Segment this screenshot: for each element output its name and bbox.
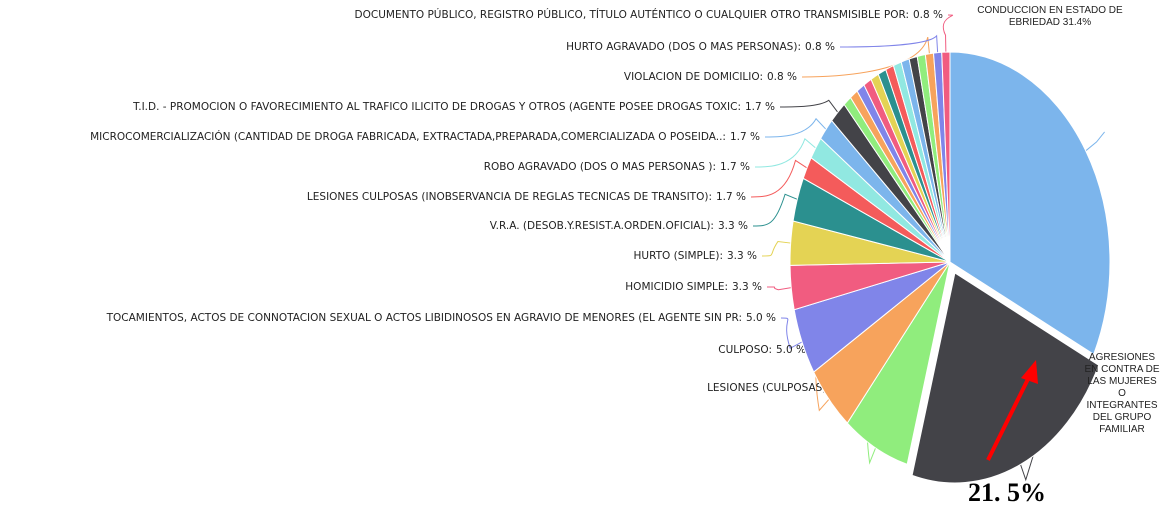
connectors xyxy=(750,14,1105,482)
category-label: LESIONES (CULPOSAS): xyxy=(707,382,830,394)
category-label: T.I.D. - PROMOCION O FAVORECIMIENTO AL T… xyxy=(132,101,741,113)
value-label: 5.0 % xyxy=(776,344,806,356)
slice-label: ROBO AGRAVADO (DOS O MAS PERSONAS ): 1.7 … xyxy=(484,161,750,173)
slice-label: HURTO AGRAVADO (DOS O MAS PERSONAS): 0.8 … xyxy=(566,41,835,53)
slice-label: V.R.A. (DESOB.Y.RESIST.A.ORDEN.OFICIAL):… xyxy=(490,220,748,232)
category-label: ROBO AGRAVADO (DOS O MAS PERSONAS ): xyxy=(484,161,716,173)
connector xyxy=(779,99,839,113)
slice-label: HOMICIDIO SIMPLE: 3.3 % xyxy=(625,281,762,293)
connector xyxy=(766,286,792,291)
value-label: 31.4% xyxy=(1062,17,1092,28)
slice xyxy=(949,51,1111,356)
value-label: 5.0 % xyxy=(746,312,776,324)
value-label: 1.7 % xyxy=(716,191,746,203)
connector xyxy=(752,193,798,227)
connector xyxy=(839,34,939,53)
slice-label: TOCAMIENTOS, ACTOS DE CONNOTACION SEXUAL… xyxy=(106,312,776,324)
arrow xyxy=(986,374,1032,461)
value-label: 3.3 % xyxy=(718,220,748,232)
connector xyxy=(942,14,954,53)
slice xyxy=(941,51,951,263)
value-label: 0.8 % xyxy=(767,71,797,83)
slice-label: T.I.D. - PROMOCION O FAVORECIMIENTO AL T… xyxy=(132,101,775,113)
slice-label: VIOLACION DE DOMICILIO: 0.8 % xyxy=(624,71,797,83)
category-label: HURTO (SIMPLE): xyxy=(633,250,723,262)
category-label: LESIONES CULPOSAS (INOBSERVANCIA DE REGL… xyxy=(307,191,712,203)
value-label: 0.8 % xyxy=(805,41,835,53)
annotation: 21. 5% xyxy=(968,478,1046,507)
category-label: DOCUMENTO PÚBLICO, REGISTRO PÚBLICO, TÍT… xyxy=(355,8,909,21)
value-label: 3.3 % xyxy=(732,281,762,293)
category-label: HURTO AGRAVADO (DOS O MAS PERSONAS): xyxy=(566,41,801,53)
category-label: V.R.A. (DESOB.Y.RESIST.A.ORDEN.OFICIAL): xyxy=(490,220,714,232)
value-label: 1.7 % xyxy=(745,101,775,113)
slice-label: DOCUMENTO PÚBLICO, REGISTRO PÚBLICO, TÍT… xyxy=(355,8,943,21)
slice-label: CONDUCCION EN ESTADO DE EBRIEDAD xyxy=(977,5,1123,28)
category-label: VIOLACION DE DOMICILIO: xyxy=(624,71,763,83)
top-label: CONDUCCION EN ESTADO DE EBRIEDAD 31.4% xyxy=(975,5,1125,29)
connector xyxy=(764,117,827,138)
slice-label: AGRESIONES EN CONTRA DE LAS MUJERES O IN… xyxy=(1084,352,1160,435)
connector xyxy=(750,159,808,198)
category-label: MICROCOMERCIALIZACIÓN (CANTIDAD DE DROGA… xyxy=(90,130,726,143)
category-label: CULPOSO: xyxy=(718,344,772,356)
slice-label: LESIONES CULPOSAS (INOBSERVANCIA DE REGL… xyxy=(307,191,746,203)
slice-label: HURTO (SIMPLE): 3.3 % xyxy=(633,250,757,262)
slice xyxy=(911,272,1100,484)
arrow-head xyxy=(1021,360,1038,384)
slice-label: CULPOSO: 5.0 % xyxy=(718,344,806,356)
connector xyxy=(1085,131,1105,152)
connector xyxy=(801,36,930,78)
category-label: TOCAMIENTOS, ACTOS DE CONNOTACION SEXUAL… xyxy=(106,312,742,324)
value-label: 3.3 % xyxy=(727,250,757,262)
connector xyxy=(780,317,803,350)
value-label: 1.7 % xyxy=(730,131,760,143)
slice-label: MICROCOMERCIALIZACIÓN (CANTIDAD DE DROGA… xyxy=(90,130,760,143)
category-label: HOMICIDIO SIMPLE: xyxy=(625,281,728,293)
value-label: 0.8 % xyxy=(913,9,943,21)
value-label: 1.7 % xyxy=(720,161,750,173)
connector xyxy=(761,241,791,257)
connector xyxy=(754,137,816,168)
